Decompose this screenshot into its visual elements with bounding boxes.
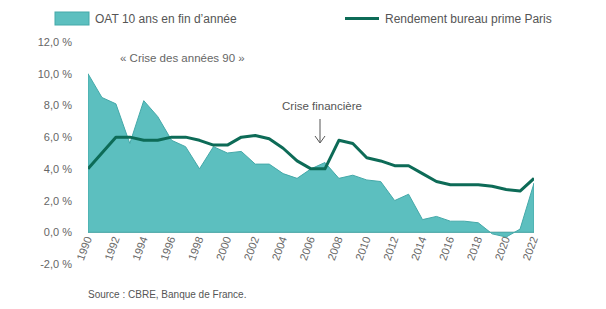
legend-label: OAT 10 ans en fin d’année — [95, 12, 237, 26]
y-tick-label: 2,0 % — [44, 195, 72, 207]
legend-swatch — [345, 17, 379, 20]
x-tick-label: 2018 — [464, 235, 484, 262]
y-tick-label: 0,0 % — [44, 226, 72, 238]
legend-swatch — [55, 12, 89, 25]
x-tick-label: 1998 — [186, 235, 206, 262]
y-tick-label: 10,0 % — [38, 68, 72, 80]
x-tick-label: 2006 — [297, 235, 317, 262]
x-tick-label: 2022 — [520, 235, 540, 262]
annotation: « Crise des années 90 » — [120, 52, 245, 64]
annotation: Crise financière — [282, 100, 362, 112]
line-series — [88, 136, 534, 192]
y-tick-label: 6,0 % — [44, 131, 72, 143]
annotation-arrowhead — [315, 136, 325, 143]
y-tick-label: -2,0 % — [40, 258, 72, 270]
x-tick-label: 1996 — [158, 235, 178, 262]
x-tick-label: 1994 — [130, 235, 150, 262]
x-tick-label: 2004 — [269, 235, 289, 262]
x-tick-label: 2002 — [241, 235, 261, 262]
y-tick-label: 12,0 % — [38, 36, 72, 48]
x-tick-label: 2020 — [492, 235, 512, 262]
source: Source : CBRE, Banque de France. — [88, 289, 246, 300]
y-tick-label: 8,0 % — [44, 99, 72, 111]
annotation-arrow — [320, 119, 321, 142]
x-tick-label: 2010 — [353, 235, 373, 262]
y-tick-label: 4,0 % — [44, 163, 72, 175]
x-tick-label: 1992 — [102, 235, 122, 262]
x-tick-label: 2014 — [409, 235, 429, 262]
area-series — [88, 74, 534, 237]
x-tick-label: 2000 — [214, 235, 234, 262]
x-tick-label: 1990 — [74, 235, 94, 262]
chart: -2,0 % 0,0 % 2,0 % 4,0 % 6,0 % 8,0 % 10,0 % 12,… — [0, 0, 606, 309]
x-tick-label: 2012 — [381, 235, 401, 262]
plot-area — [88, 74, 534, 237]
legend-label: Rendement bureau prime Paris — [385, 12, 552, 26]
x-tick-label: 2016 — [437, 235, 457, 262]
x-tick-label: 2008 — [325, 235, 345, 262]
